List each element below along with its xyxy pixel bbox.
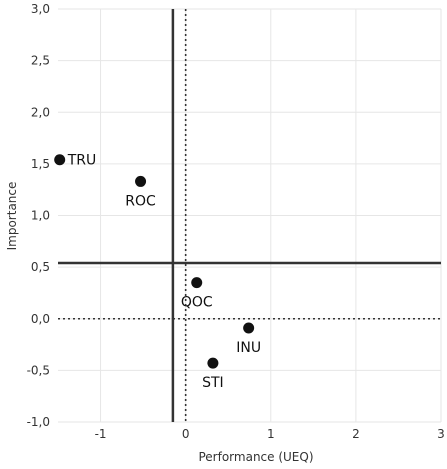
y-tick-label: 0,0 — [31, 312, 50, 326]
data-point — [135, 175, 147, 187]
data-point — [191, 277, 203, 289]
x-axis-title: Performance (UEQ) — [198, 450, 313, 464]
y-tick-label: 1,5 — [31, 157, 50, 171]
y-tick-label: 2,5 — [31, 54, 50, 68]
point-label: STI — [202, 375, 224, 391]
y-tick-label: -0,5 — [27, 363, 50, 377]
y-tick-label: -1,0 — [27, 415, 50, 429]
x-tick-label: -1 — [95, 427, 107, 441]
x-tick-label: 2 — [352, 427, 360, 441]
y-tick-label: 2,0 — [31, 105, 50, 119]
point-label: TRU — [67, 153, 97, 169]
grid-layer — [58, 8, 442, 423]
y-tick-label: 0,5 — [31, 260, 50, 274]
x-tick-label: 0 — [182, 427, 190, 441]
data-point — [54, 154, 66, 166]
data-points: TRU ROC QOC INU STI — [54, 153, 261, 391]
point-label: QOC — [181, 295, 213, 311]
data-point — [243, 322, 255, 334]
point-label: INU — [236, 340, 261, 356]
reference-lines — [58, 9, 441, 422]
x-tick-label: 1 — [267, 427, 275, 441]
y-tick-label: 1,0 — [31, 209, 50, 223]
y-tick-label: 3,0 — [31, 2, 50, 16]
y-axis-title: Importance — [5, 182, 19, 251]
point-label: ROC — [125, 193, 156, 209]
x-tick-label: 3 — [437, 427, 445, 441]
data-point — [207, 357, 219, 369]
tick-labels: -1 0 1 2 3 -1,0 -0,5 0,0 0,5 1,0 1,5 2,0 2,5 3,0 — [27, 2, 445, 441]
